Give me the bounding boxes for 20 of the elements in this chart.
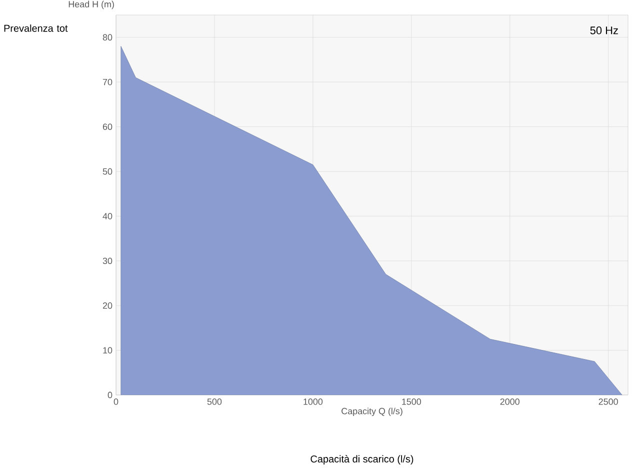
- y-tick-label: 10: [103, 347, 112, 354]
- y-tick-label: 60: [102, 124, 112, 130]
- y-tick-label: 40: [102, 212, 112, 220]
- y-tick-label: 30: [102, 258, 112, 264]
- text: Capacità di scarico (l/s): [310, 455, 414, 464]
- y-tick-label: 80: [102, 34, 112, 41]
- x-tick-label: 0: [114, 398, 118, 405]
- y-tick-label: 70: [102, 78, 112, 86]
- y-tick-label: 50: [102, 168, 112, 175]
- y-tick-label: 20: [102, 302, 112, 309]
- text: Prevalenza tot: [4, 24, 68, 32]
- annotation: 50 Hz: [590, 26, 618, 34]
- x-tick-label: 1000: [304, 398, 323, 405]
- y-axis-title: Head H (m): [68, 0, 114, 10]
- x-tick-label: 2500: [598, 398, 618, 405]
- x-tick-label: 2000: [500, 398, 520, 405]
- x-axis-title: Capacity Q (l/s): [342, 408, 402, 416]
- x-tick-label: 1500: [402, 398, 422, 405]
- x-tick-label: 500: [207, 398, 222, 405]
- y-tick-label: 0: [108, 392, 112, 398]
